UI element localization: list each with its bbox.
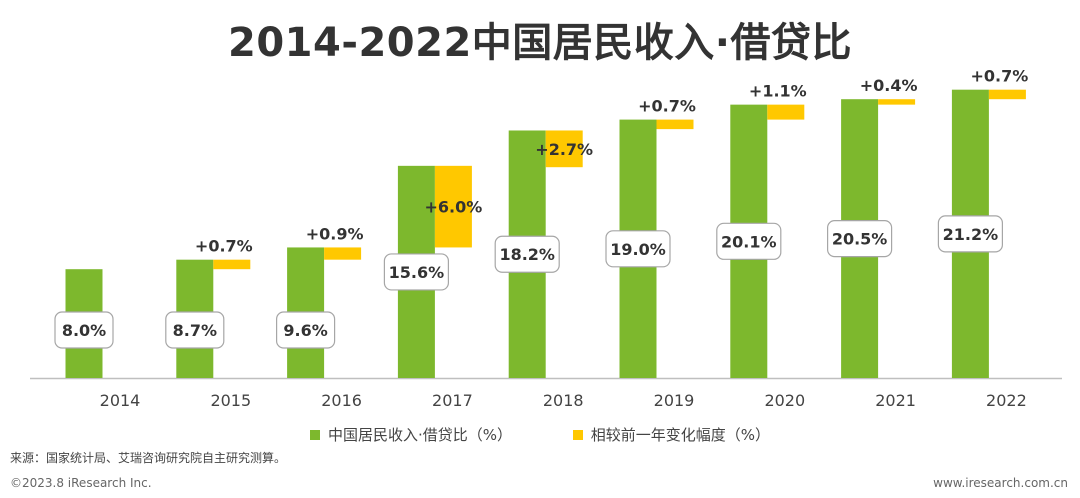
chart-legend: 中国居民收入·借贷比（%） 相较前一年变化幅度（%）: [0, 424, 1080, 445]
value-label-2017: 15.6%: [389, 263, 445, 282]
bar-change-2015: [213, 259, 251, 270]
copyright: ©2023.8 iResearch Inc.: [10, 476, 152, 490]
value-label-2019: 19.0%: [610, 240, 666, 259]
bar-change-2019: [656, 119, 694, 130]
source-note: 来源：国家统计局、艾瑞咨询研究院自主研究测算。: [10, 451, 287, 465]
bar-change-2017: [434, 165, 472, 248]
legend-label-change: 相较前一年变化幅度（%）: [590, 426, 771, 444]
value-box-2014: [54, 311, 114, 349]
change-label-2019: +0.7%: [638, 97, 696, 116]
value-label-2014: 8.0%: [62, 321, 106, 340]
value-label-2015: 8.7%: [173, 321, 217, 340]
change-label-2017: +6.0%: [425, 198, 483, 217]
change-label-2015: +0.7%: [195, 237, 253, 256]
legend-item-ratio: 中国居民收入·借贷比（%）: [309, 424, 512, 445]
x-tick-2022: 2022: [986, 391, 1027, 410]
x-tick-2020: 2020: [764, 391, 805, 410]
value-box-2017: [383, 253, 449, 291]
legend-item-change: 相较前一年变化幅度（%）: [572, 424, 771, 445]
legend-swatch-yellow: [572, 429, 583, 440]
x-tick-2014: 2014: [100, 391, 141, 410]
x-tick-2016: 2016: [321, 391, 362, 410]
x-tick-2018: 2018: [543, 391, 584, 410]
change-label-2020: +1.1%: [749, 82, 807, 101]
website: www.iresearch.com.cn: [933, 476, 1068, 490]
value-box-2022: [937, 215, 1004, 253]
value-box-2020: [716, 222, 782, 260]
x-tick-2017: 2017: [432, 391, 473, 410]
value-box-2018: [494, 235, 560, 273]
x-tick-2015: 2015: [210, 391, 251, 410]
bar-change-2020: [767, 104, 805, 120]
x-tick-2019: 2019: [654, 391, 695, 410]
value-label-2016: 9.6%: [283, 321, 327, 340]
bar-change-2018: [545, 130, 583, 168]
change-label-2021: +0.4%: [860, 76, 918, 95]
change-label-2016: +0.9%: [306, 224, 364, 243]
value-label-2021: 20.5%: [832, 230, 888, 249]
value-box-2019: [605, 230, 671, 268]
value-label-2018: 18.2%: [499, 245, 555, 264]
legend-swatch-green: [309, 429, 320, 440]
bar-change-2021: [878, 99, 916, 105]
bar-change-2022: [988, 89, 1026, 100]
value-box-2016: [276, 311, 336, 349]
value-box-2021: [826, 220, 893, 258]
bar-change-2016: [324, 247, 362, 260]
x-tick-2021: 2021: [875, 391, 916, 410]
value-label-2022: 21.2%: [943, 225, 999, 244]
chart-svg: 8.0% 2014 +0.7% 8.7% 2015 +0.9% 9.6% 2016 +6.0% 1…: [30, 67, 1062, 410]
value-box-2015: [165, 311, 225, 349]
change-label-2018: +2.7%: [535, 140, 593, 159]
value-label-2020: 20.1%: [721, 232, 777, 251]
legend-label-ratio: 中国居民收入·借贷比（%）: [327, 426, 512, 444]
chart-title: 2014-2022中国居民收入·借贷比: [228, 20, 852, 66]
change-label-2022: +0.7%: [971, 67, 1029, 86]
